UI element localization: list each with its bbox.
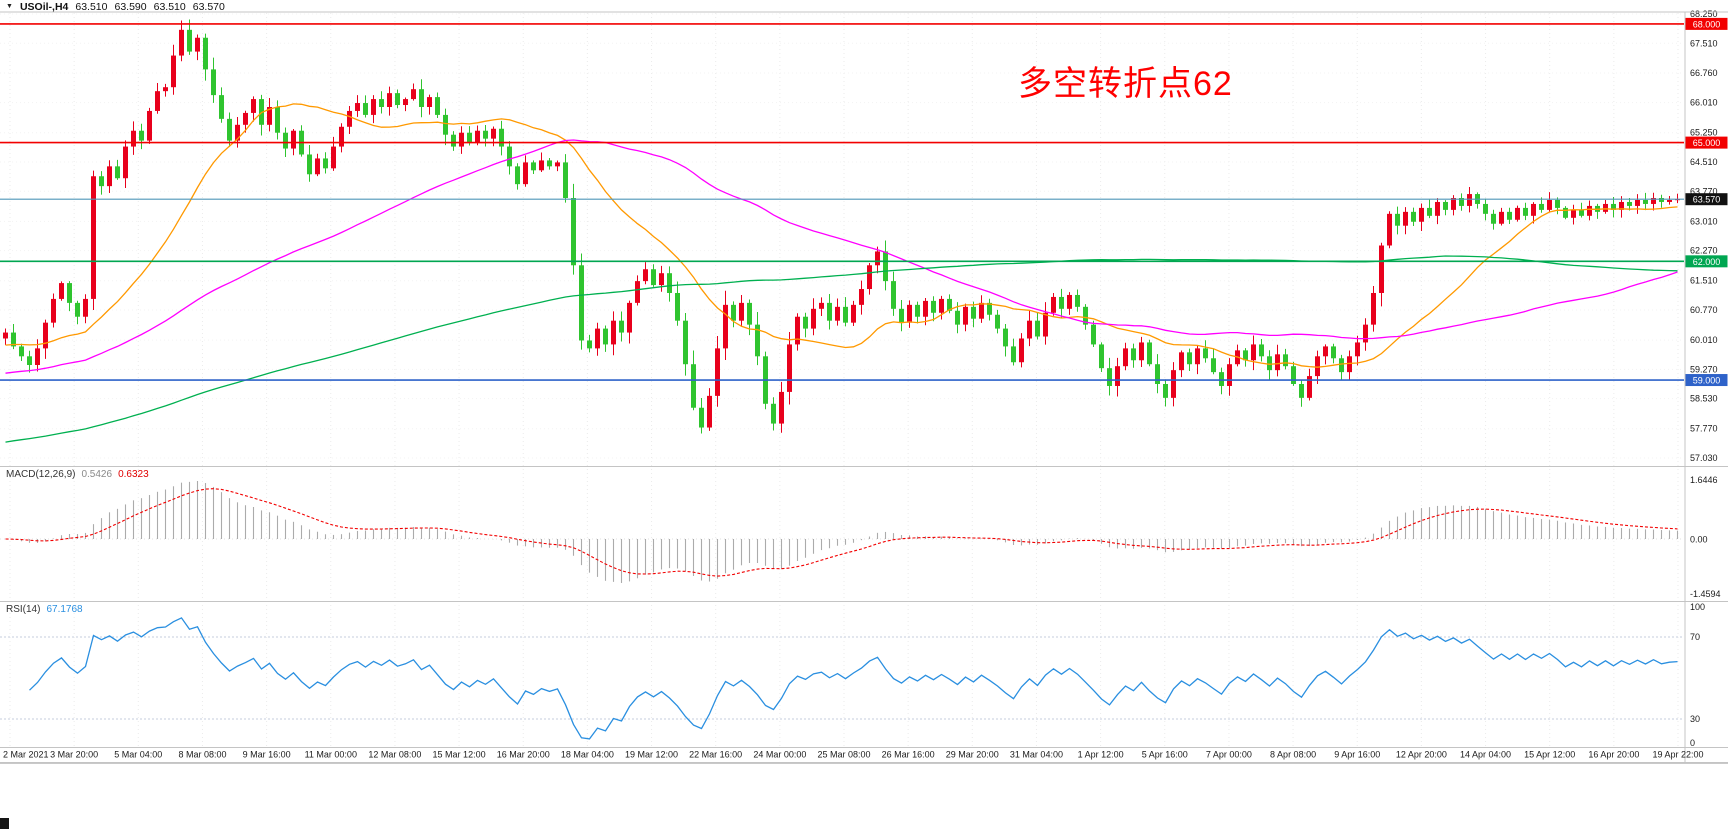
price-axis-label: 64.510 xyxy=(1690,157,1718,167)
time-axis-label: 15 Apr 12:00 xyxy=(1524,750,1575,760)
macd-name: MACD(12,26,9) xyxy=(6,469,76,480)
time-axis-label: 26 Mar 16:00 xyxy=(882,750,935,760)
time-axis-label: 31 Mar 04:00 xyxy=(1010,750,1063,760)
price-axis-label: 65.250 xyxy=(1690,128,1718,138)
svg-text:63.570: 63.570 xyxy=(1693,195,1721,205)
time-axis-label: 22 Mar 16:00 xyxy=(689,750,742,760)
rsi-value: 67.1768 xyxy=(46,604,83,615)
time-axis-label: 14 Apr 04:00 xyxy=(1460,750,1511,760)
time-axis-label: 9 Mar 16:00 xyxy=(243,750,291,760)
ma-slow-line xyxy=(5,255,1678,443)
time-axis-label: 7 Apr 00:00 xyxy=(1206,750,1252,760)
price-axis-label: 60.770 xyxy=(1690,305,1718,315)
time-axis-label: 2 Mar 2021 xyxy=(3,750,49,760)
time-axis-label: 19 Apr 22:00 xyxy=(1652,750,1703,760)
price-axis-label: 68.250 xyxy=(1690,9,1718,19)
status-strip xyxy=(0,763,1728,829)
time-axis-label: 9 Apr 16:00 xyxy=(1334,750,1380,760)
time-axis-label: 1 Apr 12:00 xyxy=(1078,750,1124,760)
price-axis-label: 57.030 xyxy=(1690,453,1718,463)
svg-text:68.000: 68.000 xyxy=(1693,19,1721,29)
price-axis-label: 63.010 xyxy=(1690,216,1718,226)
time-axis-label: 29 Mar 20:00 xyxy=(946,750,999,760)
time-axis-label: 3 Mar 20:00 xyxy=(50,750,98,760)
svg-text:0: 0 xyxy=(1690,738,1695,748)
bar-high-value: 63.590 xyxy=(114,0,147,13)
bar-open-value: 63.510 xyxy=(75,0,108,13)
price-axis-label: 58.530 xyxy=(1690,394,1718,404)
macd-signal-line xyxy=(5,488,1678,577)
price-badge xyxy=(1685,17,1728,30)
price-axis-label: 67.510 xyxy=(1690,38,1718,48)
time-axis-label: 8 Apr 08:00 xyxy=(1270,750,1316,760)
time-axis-label: 5 Apr 16:00 xyxy=(1142,750,1188,760)
price-badge xyxy=(1685,193,1728,206)
price-badge xyxy=(1685,136,1728,149)
pivot-annotation: 多空转折点62 xyxy=(1018,65,1233,103)
svg-text:65.000: 65.000 xyxy=(1693,138,1721,148)
time-axis-label: 19 Mar 12:00 xyxy=(625,750,678,760)
macd-signal-value: 0.6323 xyxy=(118,469,149,480)
time-axis-label: 18 Mar 04:00 xyxy=(561,750,614,760)
bar-low-value: 63.510 xyxy=(153,0,186,13)
symbol-dropdown-icon[interactable]: ▼ xyxy=(6,3,13,10)
time-axis-label: 8 Mar 08:00 xyxy=(178,750,226,760)
time-axis-label: 16 Mar 20:00 xyxy=(497,750,550,760)
price-axis-label: 66.010 xyxy=(1690,98,1718,108)
price-axis-label: 57.770 xyxy=(1690,424,1718,434)
symbol-timeframe-label: USOil-,H4 xyxy=(19,0,69,13)
ma-fast-line xyxy=(5,103,1678,368)
time-axis-label: 5 Mar 04:00 xyxy=(114,750,162,760)
svg-text:30: 30 xyxy=(1690,714,1700,724)
svg-text:59.000: 59.000 xyxy=(1693,376,1721,386)
svg-text:62.000: 62.000 xyxy=(1693,257,1721,267)
svg-text:70: 70 xyxy=(1690,632,1700,642)
price-axis-label: 63.770 xyxy=(1690,186,1718,196)
time-axis-label: 15 Mar 12:00 xyxy=(433,750,486,760)
price-axis-label: 60.010 xyxy=(1690,335,1718,345)
time-axis-label: 24 Mar 00:00 xyxy=(753,750,806,760)
price-badge xyxy=(1685,374,1728,387)
rsi-label: RSI(14) 67.1768 xyxy=(6,604,83,615)
time-axis-label: 11 Mar 00:00 xyxy=(305,750,357,760)
screen-corner-artifact xyxy=(0,818,9,829)
time-axis-label: 12 Apr 20:00 xyxy=(1396,750,1447,760)
price-axis-label: 59.270 xyxy=(1690,364,1718,374)
ma-medium-line xyxy=(5,139,1678,374)
macd-label: MACD(12,26,9) 0.5426 0.6323 xyxy=(6,469,149,480)
time-axis-label: 16 Apr 20:00 xyxy=(1588,750,1639,760)
macd-main-value: 0.5426 xyxy=(81,469,113,480)
macd-histogram xyxy=(12,481,1679,583)
rsi-name: RSI(14) xyxy=(6,604,41,615)
candles xyxy=(3,19,1680,434)
svg-text:100: 100 xyxy=(1690,602,1705,612)
chart-ohlc-bar: ▼ USOil-,H4 63.510 63.590 63.510 63.570 xyxy=(6,0,225,13)
svg-text:0.00: 0.00 xyxy=(1690,535,1708,545)
svg-text:1.6446: 1.6446 xyxy=(1690,475,1718,485)
chart-canvas[interactable]: 68.250 67.510 66.760 66.010 65.250 64.510 63.7… xyxy=(0,0,1728,763)
time-axis-label: 25 Mar 08:00 xyxy=(817,750,870,760)
rsi-line xyxy=(29,617,1678,740)
price-axis-label: 61.510 xyxy=(1690,276,1718,286)
svg-text:-1.4594: -1.4594 xyxy=(1690,589,1721,599)
price-axis-label: 62.270 xyxy=(1690,246,1718,256)
bar-close-value: 63.570 xyxy=(192,0,225,13)
price-axis-label: 66.760 xyxy=(1690,68,1718,78)
time-axis-label: 12 Mar 08:00 xyxy=(368,750,421,760)
price-badge xyxy=(1685,255,1728,268)
